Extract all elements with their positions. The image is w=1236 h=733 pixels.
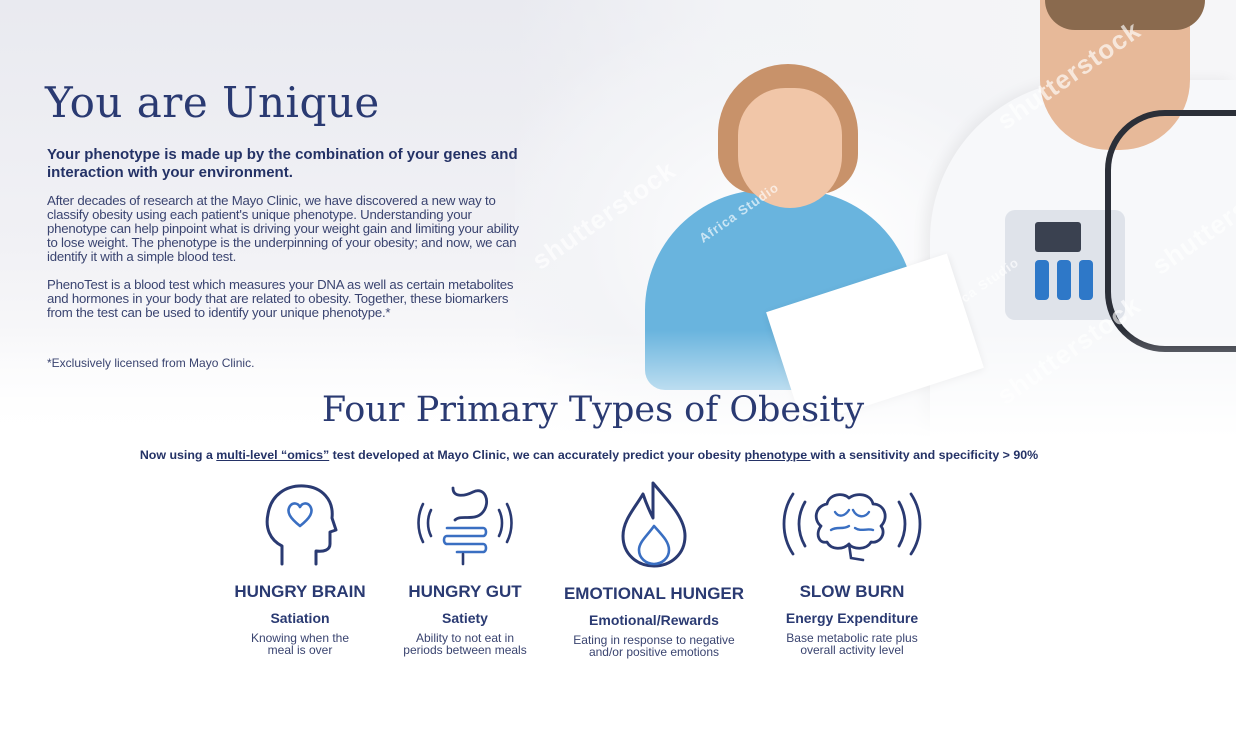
section-title: Four Primary Types of Obesity — [321, 390, 865, 430]
type-description: Eating in response to negative and/or pos… — [556, 634, 752, 658]
brain-icon — [782, 492, 922, 562]
type-name: EMOTIONAL HUNGER — [563, 584, 745, 603]
desc-line: overall activity level — [800, 643, 904, 657]
type-subtitle: Satiety — [442, 610, 488, 626]
type-description: Base metabolic rate plus overall activity… — [772, 632, 932, 656]
device-bottle — [1035, 260, 1049, 300]
page-title: You are Unique — [45, 78, 380, 127]
hero-fade — [0, 330, 1236, 450]
subline-text: Now using a — [139, 448, 217, 462]
type-subtitle: Emotional/Rewards — [589, 612, 719, 628]
type-description: Ability to not eat in periods between mea… — [390, 632, 540, 656]
subline-text: test developed at Mayo Clinic, we can ac… — [329, 448, 745, 462]
intro-paragraph: After decades of research at the Mayo Cl… — [47, 193, 519, 264]
type-slow-burn: SLOW BURN Energy Expenditure Base metabo… — [772, 480, 932, 656]
type-name: SLOW BURN — [799, 582, 905, 601]
omics-link[interactable]: multi-level “omics” — [216, 448, 330, 462]
device-screen — [1035, 222, 1081, 252]
device-bottle — [1057, 260, 1071, 300]
desc-line: Eating in response to negative — [573, 633, 735, 647]
section-subline: Now using a multi-level “omics” test dev… — [0, 448, 1178, 462]
desc-line: Ability to not eat in — [415, 631, 515, 645]
desc-line: Knowing when the — [250, 631, 350, 645]
phenotype-link[interactable]: phenotype — [744, 448, 811, 462]
type-name: HUNGRY BRAIN — [234, 582, 366, 601]
doctor-hair — [1045, 0, 1205, 30]
lead-text: Your phenotype is made up by the combina… — [47, 146, 518, 181]
type-description: Knowing when the meal is over — [226, 632, 374, 656]
head-heart-icon — [265, 484, 338, 566]
patient-face — [738, 88, 842, 208]
desc-line: and/or positive emotions — [588, 645, 720, 659]
desc-line: meal is over — [267, 643, 333, 657]
type-emotional-hunger: EMOTIONAL HUNGER Emotional/Rewards Eatin… — [556, 480, 752, 658]
stomach-icon — [417, 486, 513, 566]
type-subtitle: Satiation — [270, 610, 330, 626]
desc-line: periods between meals — [403, 643, 527, 657]
type-hungry-brain: HUNGRY BRAIN Satiation Knowing when the m… — [226, 480, 374, 656]
device-bottle — [1079, 260, 1093, 300]
type-subtitle: Energy Expenditure — [785, 610, 919, 626]
type-hungry-gut: HUNGRY GUT Satiety Ability to not eat in… — [390, 480, 540, 656]
desc-line: Base metabolic rate plus — [786, 631, 918, 645]
flame-icon — [621, 481, 687, 568]
hero-section: shutterstock shutterstock shutterstock s… — [0, 0, 1236, 450]
phenotest-paragraph: PhenoTest is a blood test which measures… — [47, 277, 514, 320]
subline-text: with a sensitivity and specificity > 90% — [810, 448, 1039, 462]
type-name: HUNGRY GUT — [408, 582, 522, 601]
footnote: *Exclusively licensed from Mayo Clinic. — [47, 356, 255, 370]
